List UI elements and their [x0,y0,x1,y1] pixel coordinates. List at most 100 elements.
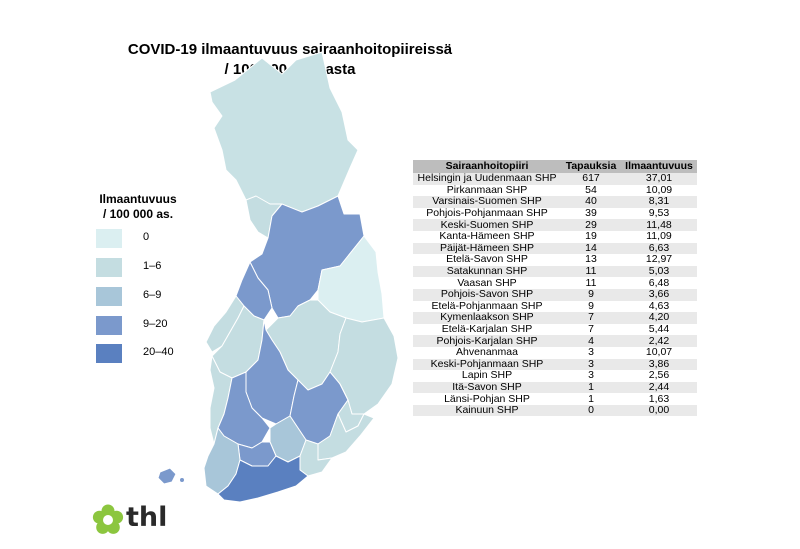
cell-cases: 1 [561,382,621,394]
cell-cases: 3 [561,347,621,359]
legend-item: 0 [96,229,236,249]
table-row: Kanta-Hämeen SHP 19 11,09 [413,231,697,243]
cell-incidence: 4,20 [621,312,697,324]
cell-cases: 29 [561,219,621,231]
cell-district: Itä-Savon SHP [413,382,561,394]
cell-district: Etelä-Pohjanmaan SHP [413,301,561,313]
cell-district: Päijät-Hämeen SHP [413,243,561,255]
legend-swatch [96,287,122,306]
table-row: Etelä-Savon SHP 13 12,97 [413,254,697,266]
cell-district: Varsinais-Suomen SHP [413,196,561,208]
legend-title-line-1: Ilmaantuvuus [99,192,177,206]
legend-label: 0 [143,231,150,243]
header-cases: Tapauksia [561,160,621,173]
cell-incidence: 4,63 [621,301,697,313]
cell-cases: 40 [561,196,621,208]
table-row: Pohjois-Karjalan SHP 4 2,42 [413,335,697,347]
data-table: Sairaanhoitopiiri Tapauksia Ilmaantuvuus… [413,160,697,417]
cell-incidence: 37,01 [621,173,697,185]
cell-district: Kymenlaakson SHP [413,312,561,324]
table-row: Pohjois-Pohjanmaan SHP 39 9,53 [413,208,697,220]
cell-cases: 7 [561,312,621,324]
cell-cases: 4 [561,335,621,347]
cell-incidence: 1,63 [621,393,697,405]
table-row: Itä-Savon SHP 1 2,44 [413,382,697,394]
legend-item: 9–20 [96,316,236,336]
table-row: Keski-Pohjanmaan SHP 3 3,86 [413,358,697,371]
table-row: Keski-Suomen SHP 29 11,48 [413,219,697,231]
region-ahvenanmaa [157,467,177,485]
legend-item: 1–6 [96,258,236,278]
cell-incidence: 10,07 [621,347,697,359]
cell-district: Vaasan SHP [413,277,561,289]
cell-cases: 3 [561,358,621,371]
cell-cases: 617 [561,173,621,185]
cell-cases: 19 [561,231,621,243]
cell-cases: 3 [561,370,621,382]
cell-district: Kainuun SHP [413,405,561,417]
cell-district: Ahvenanmaa [413,347,561,359]
cell-incidence: 10,09 [621,185,697,197]
cell-incidence: 5,03 [621,266,697,278]
table-row: Ahvenanmaa 3 10,07 [413,347,697,359]
legend-title: Ilmaantuvuus / 100 000 as. [78,192,198,222]
cell-district: Pohjois-Pohjanmaan SHP [413,208,561,220]
legend-item: 6–9 [96,287,236,307]
cell-incidence: 0,00 [621,405,697,417]
cell-incidence: 11,48 [621,219,697,231]
header-district: Sairaanhoitopiiri [413,160,561,173]
region-hus [217,455,309,503]
table-row: Varsinais-Suomen SHP 40 8,31 [413,196,697,208]
legend-swatch [96,229,122,248]
table-row: Kainuun SHP 0 0,00 [413,405,697,417]
table-row: Kymenlaakson SHP 7 4,20 [413,312,697,324]
cell-district: Pohjois-Savon SHP [413,289,561,301]
thl-logo-icon [92,504,124,534]
table-header-row: Sairaanhoitopiiri Tapauksia Ilmaantuvuus [413,160,697,173]
cell-incidence: 9,53 [621,208,697,220]
cell-district: Kanta-Hämeen SHP [413,231,561,243]
thl-logo-text: thl [126,502,168,533]
cell-cases: 11 [561,277,621,289]
legend-label: 20–40 [143,346,174,358]
cell-incidence: 12,97 [621,254,697,266]
legend-label: 9–20 [143,318,168,330]
table-row: Etelä-Pohjanmaan SHP 9 4,63 [413,301,697,313]
cell-incidence: 8,31 [621,196,697,208]
table-row: Pohjois-Savon SHP 9 3,66 [413,289,697,301]
cell-cases: 13 [561,254,621,266]
cell-district: Lapin SHP [413,370,561,382]
legend-item: 20–40 [96,344,236,364]
cell-cases: 0 [561,405,621,417]
table-row: Satakunnan SHP 11 5,03 [413,266,697,278]
cell-incidence: 11,09 [621,231,697,243]
cell-incidence: 6,63 [621,243,697,255]
table-row: Vaasan SHP 11 6,48 [413,277,697,289]
cell-incidence: 3,86 [621,358,697,371]
region-etela-karjala [317,413,375,461]
cell-cases: 1 [561,393,621,405]
cell-district: Länsi-Pohjan SHP [413,393,561,405]
cell-district: Keski-Suomen SHP [413,219,561,231]
cell-district: Pirkanmaan SHP [413,185,561,197]
cell-district: Pohjois-Karjalan SHP [413,335,561,347]
legend-swatch [96,258,122,277]
cell-cases: 7 [561,324,621,336]
title-line-1: COVID-19 ilmaantuvuus sairaanhoitopiirei… [127,41,453,58]
legend-label: 1–6 [143,260,162,272]
cell-incidence: 2,56 [621,370,697,382]
table-row: Helsingin ja Uudenmaan SHP 617 37,01 [413,173,697,185]
cell-district: Satakunnan SHP [413,266,561,278]
cell-incidence: 6,48 [621,277,697,289]
table-row: Etelä-Karjalan SHP 7 5,44 [413,324,697,336]
cell-district: Keski-Pohjanmaan SHP [413,358,561,371]
legend-swatch [96,344,122,363]
legend-label: 6–9 [143,289,162,301]
cell-cases: 9 [561,301,621,313]
cell-district: Helsingin ja Uudenmaan SHP [413,173,561,185]
region-ahvenanmaa-islet [179,477,185,483]
cell-cases: 9 [561,289,621,301]
table-row: Päijät-Hämeen SHP 14 6,63 [413,243,697,255]
header-incidence: Ilmaantuvuus [621,160,697,173]
